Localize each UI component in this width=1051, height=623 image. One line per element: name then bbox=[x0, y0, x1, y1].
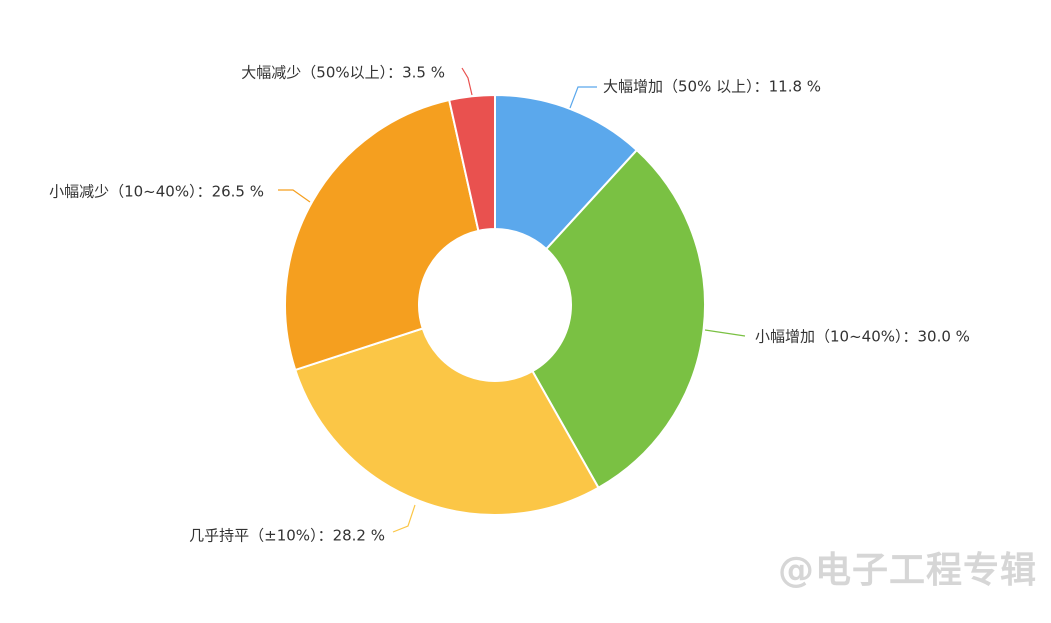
leader-line-1 bbox=[569, 86, 597, 109]
watermark: @电子工程专辑 bbox=[777, 550, 1037, 591]
pie-slice-4 bbox=[284, 98, 480, 372]
pie-slice-5 bbox=[447, 93, 496, 233]
slice-label-3: 几乎持平（±10%）：28.2 % bbox=[189, 527, 385, 545]
leader-line-5 bbox=[461, 67, 473, 96]
pie-slice-3 bbox=[294, 327, 600, 517]
slices-layer bbox=[284, 93, 706, 517]
slice-label-2: 小幅增加（10~40%）：30.0 % bbox=[755, 328, 970, 346]
leader-line-2 bbox=[704, 329, 746, 337]
leaders-layer bbox=[278, 67, 746, 533]
pie-slice-1 bbox=[494, 93, 639, 251]
leader-line-3 bbox=[392, 504, 416, 533]
slice-label-4: 小幅减少（10~40%）：26.5 % bbox=[49, 183, 264, 201]
leader-line-4 bbox=[278, 189, 311, 203]
pie-slice-2 bbox=[531, 148, 706, 490]
slice-label-1: 大幅增加（50% 以上）：11.8 % bbox=[603, 78, 821, 96]
labels-layer: 大幅增加（50% 以上）：11.8 % 小幅增加（10~40%）：30.0 % 几乎… bbox=[49, 64, 970, 545]
slice-label-5: 大幅减少（50%以上）：3.5 % bbox=[241, 64, 445, 82]
